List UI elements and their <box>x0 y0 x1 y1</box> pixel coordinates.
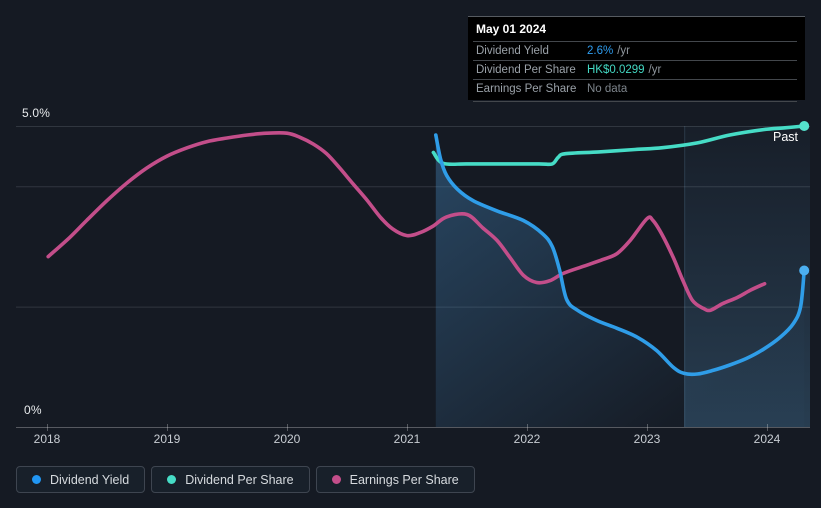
tooltip-row-2: Earnings Per Share No data <box>468 79 805 98</box>
dividend-yield-area <box>435 135 805 427</box>
dividend-per-share-line <box>431 124 806 167</box>
legend-label: Dividend Yield <box>50 472 130 487</box>
x-axis <box>16 424 810 431</box>
legend-item-dividend-per-share[interactable]: Dividend Per Share <box>151 466 310 493</box>
y-axis-label-bottom: 0% <box>24 403 42 417</box>
x-axis-label-2018: 2018 <box>33 432 61 446</box>
past-label: Past <box>772 130 798 144</box>
tooltip-row-label: Dividend Per Share <box>476 63 576 76</box>
legend-dot-dividend-per-share <box>167 475 177 484</box>
gridlines <box>16 126 810 308</box>
tooltip-row-label: Earnings Per Share <box>476 82 577 95</box>
legend: Dividend Yield Dividend Per Share Earnings… <box>16 466 475 493</box>
tooltip-row-suffix: /yr <box>648 63 662 76</box>
dividend-per-share-end-dot <box>799 121 810 131</box>
x-axis-label-2021: 2021 <box>393 432 421 446</box>
legend-item-dividend-yield[interactable]: Dividend Yield <box>16 466 146 493</box>
tooltip: May 01 2024 Dividend Yield 2.6%/yr Dividen… <box>468 16 805 102</box>
y-axis-label-top: 5.0% <box>22 106 51 120</box>
tooltip-row-0: Dividend Yield 2.6%/yr <box>468 41 805 60</box>
x-axis-label-2020: 2020 <box>273 432 301 446</box>
x-axis-label-2022: 2022 <box>513 432 541 446</box>
tooltip-date: May 01 2024 <box>476 22 547 36</box>
tooltip-rows: Dividend Yield 2.6%/yr Dividend Per Share H… <box>468 41 805 102</box>
x-axis-label-2019: 2019 <box>153 432 181 446</box>
dividend-yield-line <box>434 133 806 377</box>
tooltip-row-value: 2.6% <box>587 44 614 57</box>
series-end-dots <box>799 121 810 276</box>
legend-item-earnings-per-share[interactable]: Earnings Per Share <box>315 466 475 493</box>
tooltip-row-value: HK$0.0299 <box>587 63 645 76</box>
legend-label: Earnings Per Share <box>349 472 459 487</box>
tooltip-row-value: No data <box>587 82 628 95</box>
tooltip-row-label: Dividend Yield <box>476 44 549 57</box>
legend-dot-dividend-yield <box>32 475 41 484</box>
tooltip-row-1: Dividend Per Share HK$0.0299/yr <box>468 60 805 79</box>
dividend-yield-end-dot <box>799 265 810 276</box>
x-axis-label-2023: 2023 <box>633 432 661 446</box>
yield-area-fill <box>435 135 805 427</box>
legend-label: Dividend Per Share <box>185 472 294 487</box>
tooltip-row-suffix: /yr <box>617 44 630 57</box>
x-axis-label-2024: 2024 <box>753 432 781 446</box>
legend-dot-earnings-per-share <box>331 475 341 484</box>
series-lines <box>46 124 806 377</box>
earnings-per-share-line <box>46 131 767 313</box>
